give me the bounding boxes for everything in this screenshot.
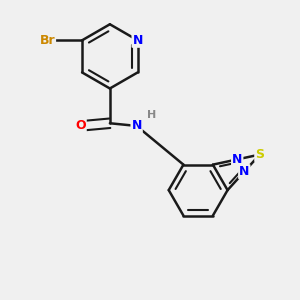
- Text: N: N: [133, 34, 143, 47]
- Text: N: N: [131, 119, 142, 132]
- Text: H: H: [147, 110, 156, 120]
- Text: N: N: [239, 165, 250, 178]
- Text: Br: Br: [40, 34, 55, 47]
- Text: O: O: [75, 119, 86, 132]
- Text: N: N: [232, 153, 242, 166]
- Text: S: S: [255, 148, 264, 161]
